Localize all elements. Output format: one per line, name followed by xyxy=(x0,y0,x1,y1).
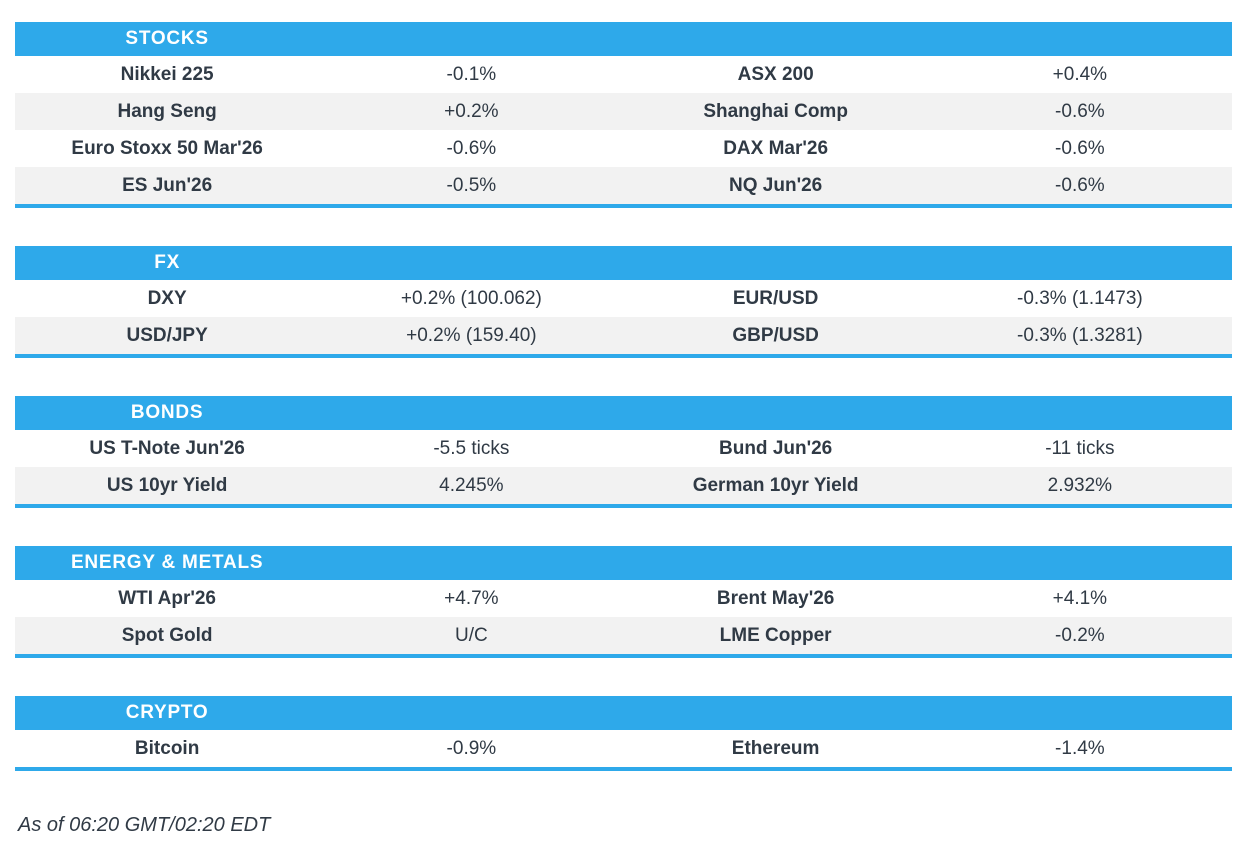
instrument-name: ES Jun'26 xyxy=(122,175,213,196)
instrument-value: +0.2% xyxy=(444,101,499,122)
section-header-stocks: STOCKS xyxy=(15,22,1232,56)
instrument-name: Ethereum xyxy=(731,738,820,759)
instrument-name: DXY xyxy=(147,288,187,309)
section-title: ENERGY & METALS xyxy=(70,552,264,573)
instrument-name: US T-Note Jun'26 xyxy=(89,438,245,459)
instrument-value: -0.6% xyxy=(446,138,497,159)
instrument-value: -5.5 ticks xyxy=(433,438,510,459)
instrument-value: +4.1% xyxy=(1052,588,1108,609)
section-header-bonds: BONDS xyxy=(15,396,1232,430)
instrument-value: 2.932% xyxy=(1047,475,1113,496)
as-of-timestamp: As of 06:20 GMT/02:20 EDT xyxy=(18,814,271,836)
table-row: DXY +0.2% (100.062) EUR/USD -0.3% (1.1473) xyxy=(15,280,1232,317)
instrument-name: LME Copper xyxy=(719,625,832,646)
table-row: Hang Seng +0.2% Shanghai Comp -0.6% xyxy=(15,93,1232,130)
instrument-name: DAX Mar'26 xyxy=(723,138,829,159)
instrument-value: +0.4% xyxy=(1052,64,1108,85)
instrument-name: German 10yr Yield xyxy=(692,475,859,496)
instrument-value: 4.245% xyxy=(439,475,504,496)
instrument-name: EUR/USD xyxy=(732,288,819,309)
table-row: ES Jun'26 -0.5% NQ Jun'26 -0.6% xyxy=(15,167,1232,204)
instrument-value: -0.2% xyxy=(1055,625,1105,646)
table-row: Bitcoin -0.9% Ethereum -1.4% xyxy=(15,730,1232,767)
table-row: Spot Gold U/C LME Copper -0.2% xyxy=(15,617,1232,654)
market-summary: STOCKS Nikkei 225 -0.1% ASX 200 +0.4% Hang Se… xyxy=(15,22,1232,837)
section-fx: FX DXY +0.2% (100.062) EUR/USD -0.3% (1.1473… xyxy=(15,246,1232,358)
instrument-value: +0.2% (100.062) xyxy=(400,288,542,309)
instrument-value: -0.6% xyxy=(1055,101,1105,122)
section-header-energy-metals: ENERGY & METALS xyxy=(15,546,1232,580)
instrument-value: -0.6% xyxy=(1055,138,1105,159)
section-crypto: CRYPTO Bitcoin -0.9% Ethereum -1.4% xyxy=(15,696,1232,771)
instrument-name: WTI Apr'26 xyxy=(118,588,216,609)
instrument-name: Bund Jun'26 xyxy=(719,438,833,459)
table-row: WTI Apr'26 +4.7% Brent May'26 +4.1% xyxy=(15,580,1232,617)
instrument-name: GBP/USD xyxy=(732,325,819,346)
section-stocks: STOCKS Nikkei 225 -0.1% ASX 200 +0.4% Hang Se… xyxy=(15,22,1232,208)
instrument-name: Euro Stoxx 50 Mar'26 xyxy=(71,138,263,159)
instrument-value: -0.6% xyxy=(1055,175,1105,196)
instrument-name: US 10yr Yield xyxy=(106,475,228,496)
instrument-value: -0.3% (1.1473) xyxy=(1017,288,1143,309)
market-tables: STOCKS Nikkei 225 -0.1% ASX 200 +0.4% Hang Se… xyxy=(15,22,1232,771)
table-row: US 10yr Yield 4.245% German 10yr Yield 2.93… xyxy=(15,467,1232,504)
section-bonds: BONDS US T-Note Jun'26 -5.5 ticks Bund Jun'… xyxy=(15,396,1232,508)
instrument-name: Hang Seng xyxy=(117,101,217,122)
instrument-value: -0.1% xyxy=(446,64,497,85)
section-energy-metals: ENERGY & METALS WTI Apr'26 +4.7% Brent May'… xyxy=(15,546,1232,658)
instrument-value: +4.7% xyxy=(444,588,499,609)
instrument-value: -0.3% (1.3281) xyxy=(1017,325,1143,346)
section-header-crypto: CRYPTO xyxy=(15,696,1232,730)
instrument-name: Bitcoin xyxy=(134,738,200,759)
instrument-name: Nikkei 225 xyxy=(120,64,214,85)
instrument-name: ASX 200 xyxy=(737,64,814,85)
table-row: Nikkei 225 -0.1% ASX 200 +0.4% xyxy=(15,56,1232,93)
section-title: FX xyxy=(154,252,181,273)
instrument-name: Spot Gold xyxy=(121,625,213,646)
instrument-value: U/C xyxy=(455,625,488,646)
section-title: CRYPTO xyxy=(125,702,209,723)
instrument-value: -1.4% xyxy=(1055,738,1105,759)
section-title: STOCKS xyxy=(125,28,209,49)
section-header-fx: FX xyxy=(15,246,1232,280)
table-row: US T-Note Jun'26 -5.5 ticks Bund Jun'26 -11… xyxy=(15,430,1232,467)
instrument-value: -11 ticks xyxy=(1045,438,1115,459)
instrument-value: -0.9% xyxy=(446,738,497,759)
instrument-name: Brent May'26 xyxy=(716,588,835,609)
table-row: USD/JPY +0.2% (159.40) GBP/USD -0.3% (1.328… xyxy=(15,317,1232,354)
instrument-name: USD/JPY xyxy=(126,325,208,346)
table-row: Euro Stoxx 50 Mar'26 -0.6% DAX Mar'26 -0.6% xyxy=(15,130,1232,167)
section-title: BONDS xyxy=(130,402,204,423)
instrument-name: NQ Jun'26 xyxy=(729,175,823,196)
instrument-name: Shanghai Comp xyxy=(703,101,848,122)
instrument-value: +0.2% (159.40) xyxy=(406,325,537,346)
instrument-value: -0.5% xyxy=(446,175,497,196)
